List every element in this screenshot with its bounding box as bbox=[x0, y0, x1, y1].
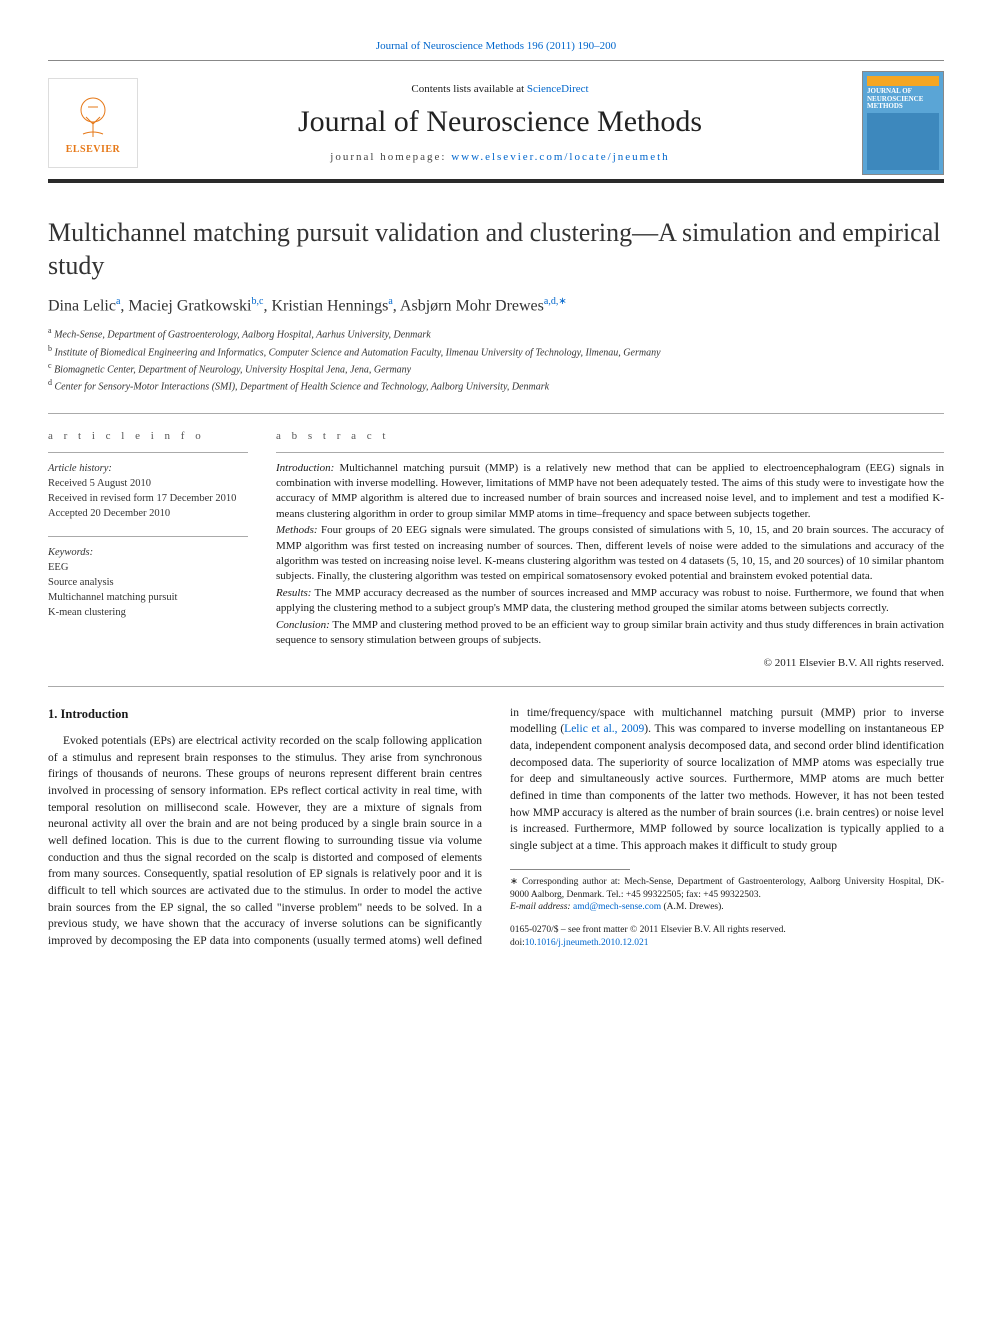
author-1-aff: a bbox=[116, 296, 120, 307]
abstract-body: Introduction: Multichannel matching purs… bbox=[276, 461, 944, 672]
affiliation-b: b Institute of Biomedical Engineering an… bbox=[48, 343, 944, 360]
contents-prefix: Contents lists available at bbox=[411, 83, 526, 95]
meta-abstract-row: a r t i c l e i n f o Article history: R… bbox=[48, 413, 944, 672]
sciencedirect-link[interactable]: ScienceDirect bbox=[527, 83, 589, 95]
journal-cover-thumbnail: JOURNAL OFNEUROSCIENCE METHODS bbox=[862, 71, 944, 175]
author-2-aff: b,c bbox=[252, 296, 264, 307]
received-date: Received 5 August 2010 bbox=[48, 476, 248, 491]
author-3: Kristian Hennings bbox=[271, 297, 388, 314]
keywords-header: Keywords: bbox=[48, 545, 248, 560]
issn-line: 0165-0270/$ – see front matter © 2011 El… bbox=[510, 924, 944, 937]
journal-header: ELSEVIER Contents lists available at Sci… bbox=[48, 60, 944, 183]
abstract-methods: Methods: Four groups of 20 EEG signals w… bbox=[276, 523, 944, 585]
author-4: Asbjørn Mohr Drewes bbox=[400, 297, 544, 314]
keyword-1: EEG bbox=[48, 560, 248, 575]
homepage-prefix: journal homepage: bbox=[330, 151, 451, 163]
author-2: Maciej Gratkowski bbox=[128, 297, 251, 314]
corresponding-email-link[interactable]: amd@mech-sense.com bbox=[573, 902, 661, 912]
keyword-3: Multichannel matching pursuit bbox=[48, 590, 248, 605]
section-1-heading: 1. Introduction bbox=[48, 705, 482, 723]
section-divider bbox=[48, 686, 944, 687]
keywords-block: Keywords: EEG Source analysis Multichann… bbox=[48, 545, 248, 621]
abstract-intro: Introduction: Multichannel matching purs… bbox=[276, 461, 944, 523]
author-1: Dina Lelic bbox=[48, 297, 116, 314]
footnote-separator bbox=[510, 869, 630, 870]
journal-name: Journal of Neuroscience Methods bbox=[154, 105, 846, 139]
email-footnote: E-mail address: amd@mech-sense.com (A.M.… bbox=[510, 901, 944, 914]
article-info-column: a r t i c l e i n f o Article history: R… bbox=[48, 430, 248, 672]
doi-link[interactable]: 10.1016/j.jneumeth.2010.12.021 bbox=[525, 938, 649, 948]
doi-line: doi:10.1016/j.jneumeth.2010.12.021 bbox=[510, 937, 944, 950]
homepage-link[interactable]: www.elsevier.com/locate/jneumeth bbox=[451, 151, 669, 163]
footer-meta: 0165-0270/$ – see front matter © 2011 El… bbox=[510, 924, 944, 950]
affiliations: a Mech-Sense, Department of Gastroentero… bbox=[48, 325, 944, 394]
elsevier-tree-icon bbox=[68, 92, 118, 142]
elsevier-logo: ELSEVIER bbox=[48, 78, 138, 168]
abstract-results: Results: The MMP accuracy decreased as t… bbox=[276, 586, 944, 617]
homepage-line: journal homepage: www.elsevier.com/locat… bbox=[154, 151, 846, 163]
abstract-label: a b s t r a c t bbox=[276, 430, 944, 442]
abstract-conclusion: Conclusion: The MMP and clustering metho… bbox=[276, 618, 944, 649]
author-4-aff: a,d, bbox=[544, 296, 558, 307]
corresponding-mark: ∗ bbox=[558, 296, 566, 307]
abstract-column: a b s t r a c t Introduction: Multichann… bbox=[276, 430, 944, 672]
keyword-2: Source analysis bbox=[48, 575, 248, 590]
history-header: Article history: bbox=[48, 461, 248, 476]
corresponding-author-footnote: ∗ Corresponding author at: Mech-Sense, D… bbox=[510, 876, 944, 902]
affiliation-d: d Center for Sensory-Motor Interactions … bbox=[48, 377, 944, 394]
article-title: Multichannel matching pursuit validation… bbox=[48, 217, 944, 282]
body-text: 1. Introduction Evoked potentials (EPs) … bbox=[48, 705, 944, 950]
affiliation-a: a Mech-Sense, Department of Gastroentero… bbox=[48, 325, 944, 342]
article-info-label: a r t i c l e i n f o bbox=[48, 430, 248, 442]
accepted-date: Accepted 20 December 2010 bbox=[48, 506, 248, 521]
author-3-aff: a bbox=[388, 296, 392, 307]
authors-line: Dina Lelica, Maciej Gratkowskib,c, Krist… bbox=[48, 296, 944, 315]
footnotes: ∗ Corresponding author at: Mech-Sense, D… bbox=[510, 876, 944, 914]
running-header[interactable]: Journal of Neuroscience Methods 196 (201… bbox=[48, 40, 944, 52]
keyword-4: K-mean clustering bbox=[48, 605, 248, 620]
abstract-copyright: © 2011 Elsevier B.V. All rights reserved… bbox=[276, 656, 944, 671]
header-center: Contents lists available at ScienceDirec… bbox=[154, 83, 846, 163]
article-history: Article history: Received 5 August 2010 … bbox=[48, 461, 248, 522]
contents-line: Contents lists available at ScienceDirec… bbox=[154, 83, 846, 95]
elsevier-brand-text: ELSEVIER bbox=[66, 144, 121, 155]
citation-lelic-2009[interactable]: Lelic et al., 2009 bbox=[564, 723, 644, 735]
affiliation-c: c Biomagnetic Center, Department of Neur… bbox=[48, 360, 944, 377]
revised-date: Received in revised form 17 December 201… bbox=[48, 491, 248, 506]
